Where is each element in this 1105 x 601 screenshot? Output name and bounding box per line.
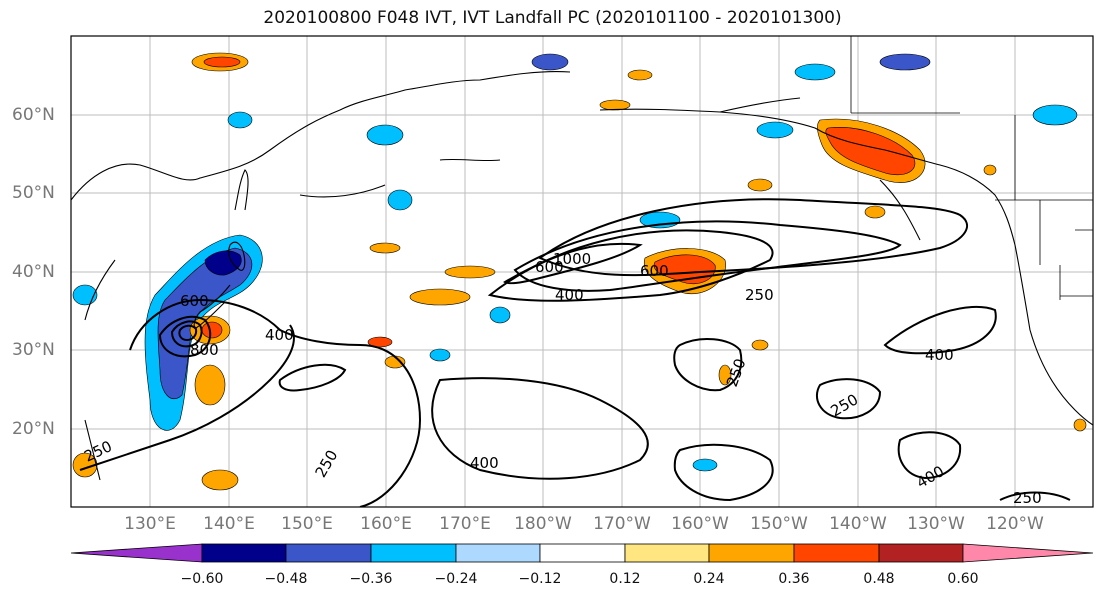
- colorbar-tick-label: 0.36: [778, 571, 810, 587]
- colorbar-tick-label: 0.60: [947, 571, 979, 587]
- contour-label: 250: [81, 437, 115, 465]
- contour-label: 250: [723, 356, 750, 389]
- lon-label: 140°E: [203, 514, 255, 534]
- lat-label: 20°N: [12, 419, 55, 439]
- contour-label: 250: [745, 286, 774, 304]
- contour-label: 600: [640, 262, 669, 280]
- colorbar-segment: [370, 543, 457, 563]
- colorbar-tick-label: 0.12: [609, 571, 641, 587]
- colorbar-segment: [624, 543, 710, 563]
- lat-label: 60°N: [12, 105, 55, 125]
- lon-label: 120°W: [986, 514, 1044, 534]
- contour-label: 250: [312, 447, 342, 481]
- colorbar-segment: [539, 543, 626, 563]
- map-title: 2020100800 F048 IVT, IVT Landfall PC (20…: [263, 8, 842, 28]
- colorbar: [70, 543, 1094, 563]
- colorbar-tick-label: −0.48: [264, 571, 308, 587]
- lon-label: 150°E: [281, 514, 333, 534]
- pc-fill-patches: [72, 52, 1087, 491]
- lon-label: 140°W: [829, 514, 887, 534]
- lon-label: 130°W: [907, 514, 965, 534]
- contour-label: 250: [1013, 489, 1042, 507]
- lat-label: 30°N: [12, 340, 55, 360]
- coastlines: [71, 71, 1093, 481]
- contour-label: 1000: [553, 250, 591, 268]
- lon-label: 170°E: [439, 514, 491, 534]
- lon-label: 160°E: [360, 514, 412, 534]
- colorbar-segment: [70, 543, 203, 563]
- contour-label: 400: [925, 346, 954, 364]
- colorbar-segment: [455, 543, 541, 563]
- borders: [850, 36, 1093, 300]
- colorbar-tick-label: −0.60: [180, 571, 224, 587]
- lon-label: 150°W: [750, 514, 808, 534]
- lon-label: 180°W: [514, 514, 572, 534]
- contour-label: 400: [914, 462, 948, 492]
- contour-label: 600: [535, 258, 564, 276]
- colorbar-tick-label: −0.24: [434, 571, 478, 587]
- colorbar-segment: [962, 543, 1094, 563]
- contour-label: 800: [190, 341, 219, 359]
- contour-label: 600: [180, 292, 209, 310]
- lat-label: 40°N: [12, 262, 55, 282]
- contour-label: 400: [470, 454, 499, 472]
- contour-label: 400: [555, 286, 584, 304]
- lon-label: 160°W: [671, 514, 729, 534]
- colorbar-tick-label: −0.12: [518, 571, 562, 587]
- lon-label: 170°W: [593, 514, 651, 534]
- colorbar-segment: [793, 543, 880, 563]
- colorbar-segment: [708, 543, 795, 563]
- ivt-contours: [79, 198, 1071, 507]
- colorbar-tick-label: 0.48: [863, 571, 895, 587]
- colorbar-tick-label: 0.24: [693, 571, 725, 587]
- colorbar-segment: [878, 543, 964, 563]
- map-frame: [70, 35, 1094, 508]
- lat-label: 50°N: [12, 183, 55, 203]
- colorbar-tick-label: −0.36: [349, 571, 393, 587]
- lon-label: 130°E: [124, 514, 176, 534]
- contour-label: 400: [265, 326, 294, 344]
- colorbar-segment: [201, 543, 287, 563]
- colorbar-segment: [285, 543, 372, 563]
